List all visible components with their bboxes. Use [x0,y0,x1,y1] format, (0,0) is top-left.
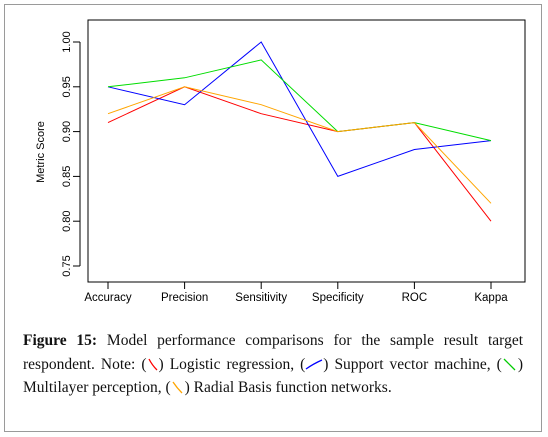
y-axis-label: Metric Score [35,121,47,183]
series-line-3 [107,86,492,204]
mlp-legend-icon [503,358,516,370]
line-chart: 0.75 0.80 0.85 0.90 0.95 1.00 Accuracy Precisi… [35,19,526,304]
logistic-legend-icon [147,358,157,370]
caption-logistic: ) Logistic regression, ( [158,355,306,373]
figure-frame [4,4,542,432]
x-tick-label-sensitivity: Sensitivity [235,292,287,304]
caption-svm: ) Support vector machine, ( [323,355,502,373]
series-line-1 [107,41,492,178]
caption-text: Model performance comparisons for the sa… [23,332,523,373]
x-ticks: Accuracy Precision Sensitivity Specificity R… [84,282,508,304]
y-tick-label: 0.90 [61,121,73,142]
caption-mlp: ) Multilayer perception, ( [23,355,524,397]
plot-box [87,19,526,283]
x-tick-label-precision: Precision [161,292,208,304]
y-tick-label: 0.85 [61,166,73,187]
y-tick-label: 1.00 [61,31,73,52]
series-line-0 [107,86,492,222]
x-tick-label-accuracy: Accuracy [84,292,132,304]
series-line-2 [107,59,492,142]
series-lines [107,41,492,222]
figure-label: Figure 15: [23,332,98,349]
rbf-legend-icon [172,381,183,394]
y-ticks: 0.75 0.80 0.85 0.90 0.95 1.00 [61,31,80,277]
caption-rbf: ) Radial Basis function networks. [184,379,392,396]
y-tick-label: 0.75 [61,255,73,276]
svm-legend-icon [305,358,323,370]
x-tick-label-specificity: Specificity [312,292,364,304]
y-tick-label: 0.80 [61,210,73,231]
x-tick-label-roc: ROC [402,292,428,304]
figure-caption: Figure 15: Model performance comparisons… [23,329,523,400]
y-tick-label: 0.95 [61,76,73,97]
x-tick-label-kappa: Kappa [474,292,508,304]
